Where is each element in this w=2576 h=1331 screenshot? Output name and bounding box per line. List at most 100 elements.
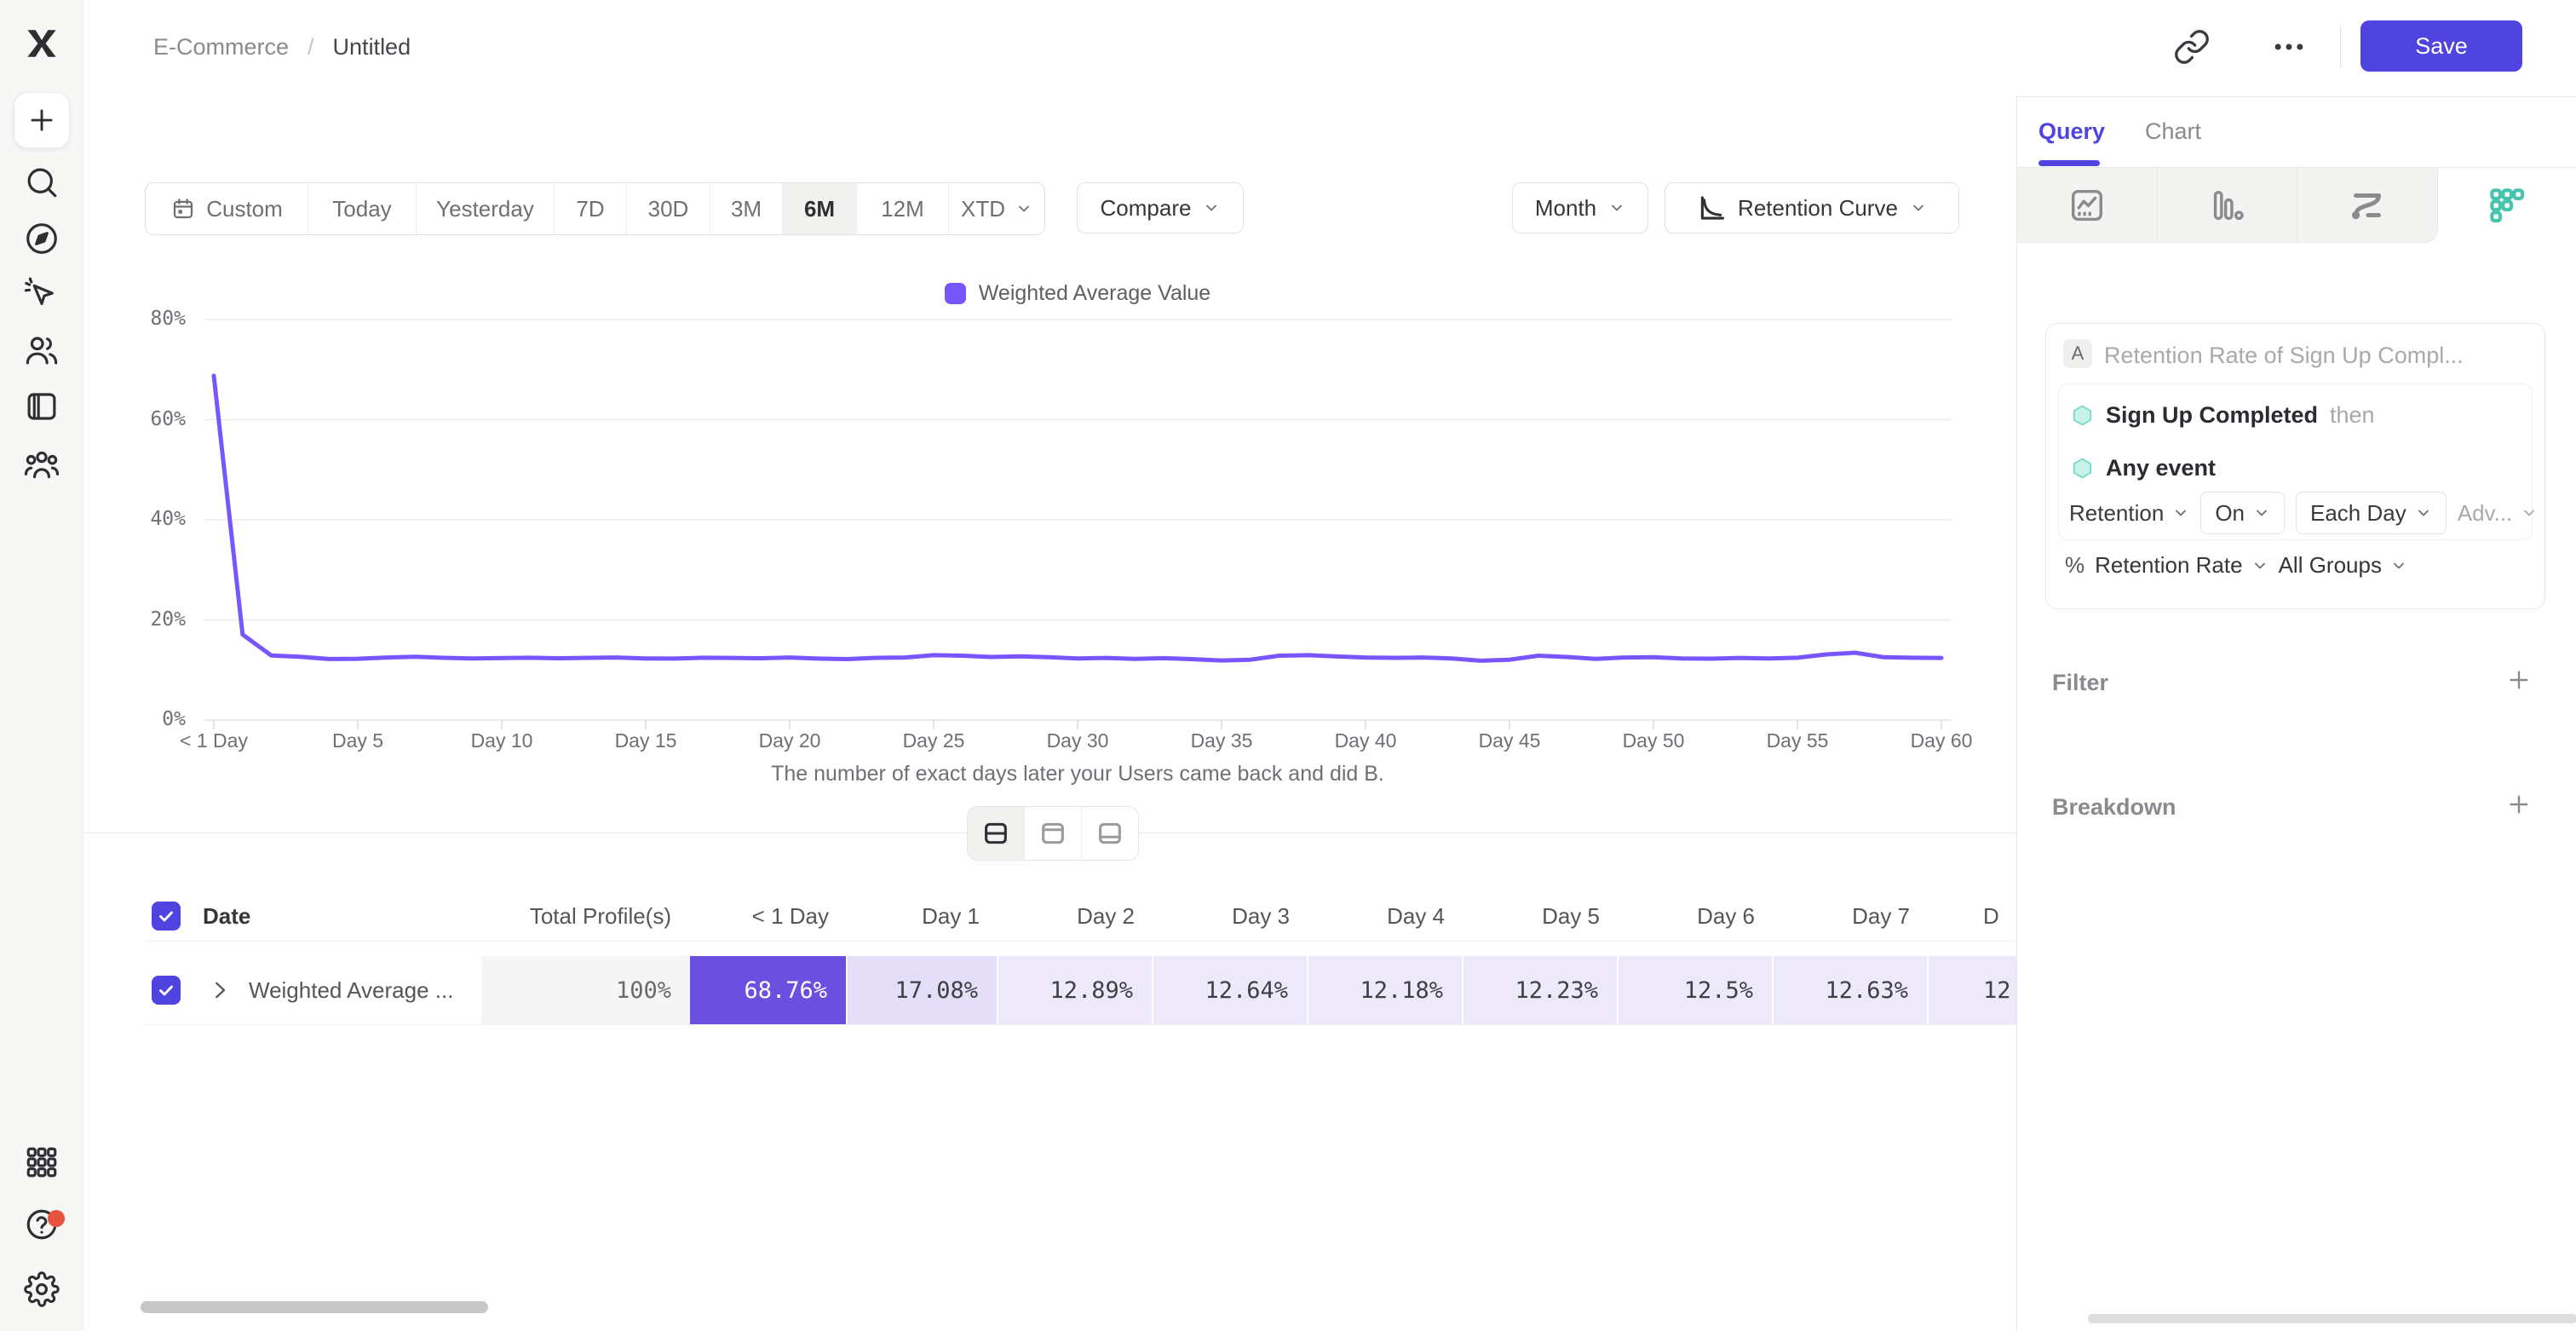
- table-cell[interactable]: 100%: [481, 956, 690, 1024]
- panel-tab-bar: Query Chart: [2017, 97, 2576, 168]
- dropdown-label: Retention: [2069, 499, 2165, 526]
- range-label: 3M: [730, 195, 762, 222]
- range-button-30d[interactable]: 30D: [627, 183, 710, 234]
- breadcrumb-project[interactable]: E-Commerce: [153, 34, 290, 60]
- filter-section-label: Filter: [2052, 670, 2109, 695]
- retention-icon: [2487, 186, 2527, 225]
- retention-dropdown[interactable]: Retention: [2069, 500, 2189, 527]
- table-cell[interactable]: 12.18%: [1308, 956, 1463, 1024]
- explore-compass-icon[interactable]: [24, 221, 60, 256]
- apps-grid-icon[interactable]: [24, 1144, 60, 1180]
- range-button-custom[interactable]: Custom: [146, 183, 308, 234]
- save-button[interactable]: Save: [2360, 20, 2522, 72]
- range-button-xtd[interactable]: XTD: [949, 183, 1044, 234]
- range-button-3m[interactable]: 3M: [710, 183, 783, 234]
- date-range-group: Custom Today Yesterday 7D 30D 3M 6M 12M XTD: [145, 182, 1045, 235]
- query-card: A Retention Rate of Sign Up Compl... Sig…: [2045, 323, 2545, 609]
- settings-gear-icon[interactable]: [24, 1271, 60, 1307]
- breadcrumb-separator: /: [308, 34, 314, 60]
- legend-swatch: [944, 283, 966, 304]
- add-breakdown-icon[interactable]: [2505, 791, 2533, 818]
- x-tick-label: < 1 Day: [180, 729, 248, 752]
- adv--dropdown[interactable]: Adv...: [2458, 500, 2539, 527]
- add-filter-icon[interactable]: [2505, 666, 2533, 694]
- copy-link-icon[interactable]: [2172, 27, 2211, 66]
- each-day-dropdown[interactable]: Each Day: [2296, 492, 2447, 534]
- create-button[interactable]: [14, 92, 70, 148]
- query-name-input[interactable]: Retention Rate of Sign Up Compl...: [2104, 343, 2464, 368]
- table-column-header: Day 7: [1852, 902, 1910, 929]
- range-label: Today: [332, 195, 392, 222]
- range-button-7d[interactable]: 7D: [555, 183, 627, 234]
- select-all-checkbox[interactable]: [152, 902, 181, 931]
- table-horizontal-scrollbar[interactable]: [141, 1301, 488, 1313]
- report-title[interactable]: Untitled: [332, 34, 411, 60]
- granularity-label: Month: [1534, 194, 1597, 221]
- left-sidebar: [0, 0, 83, 1331]
- table-column-header: Day 4: [1387, 902, 1445, 929]
- table-column-header: Total Profile(s): [529, 902, 671, 929]
- tab-chart[interactable]: Chart: [2145, 118, 2202, 144]
- table-column-header: Day 3: [1232, 902, 1290, 929]
- table-cell[interactable]: 12.23%: [1463, 956, 1619, 1024]
- table-cell[interactable]: 12.89%: [998, 956, 1153, 1024]
- legend-label: Weighted Average Value: [978, 281, 1211, 305]
- report-type-tabs: [2017, 168, 2576, 243]
- table-row-divider: [145, 1024, 2016, 1025]
- table-cell[interactable]: 17.08%: [848, 956, 998, 1024]
- active-tab-underline: [2038, 160, 2100, 166]
- panel-scrollbar[interactable]: [2088, 1314, 2576, 1323]
- retention-curve-icon: [1697, 193, 1726, 222]
- table-row-label[interactable]: Weighted Average ...: [249, 977, 454, 1003]
- report-tab-funnels[interactable]: [2157, 168, 2297, 243]
- cohorts-group-icon[interactable]: [24, 447, 60, 483]
- query-step-badge: A: [2063, 339, 2092, 368]
- events-pointer-icon[interactable]: [24, 276, 60, 312]
- event-step-2[interactable]: Any event: [2071, 451, 2216, 485]
- x-tick-label: Day 5: [331, 729, 384, 752]
- search-icon[interactable]: [24, 164, 60, 200]
- table-column-header: Day 6: [1697, 902, 1755, 929]
- layout-table-top-button[interactable]: [1025, 807, 1082, 860]
- x-tick-label: Day 40: [1334, 729, 1397, 752]
- range-button-yesterday[interactable]: Yesterday: [417, 183, 555, 234]
- on-dropdown[interactable]: On: [2200, 492, 2285, 534]
- help-notification-dot: [48, 1210, 65, 1227]
- step-suffix: then: [2330, 401, 2375, 428]
- table-cell[interactable]: 12.64%: [1153, 956, 1308, 1024]
- groups-dropdown[interactable]: All Groups: [2279, 552, 2407, 579]
- tab-query[interactable]: Query: [2038, 118, 2106, 144]
- table-cell[interactable]: 12.63%: [1774, 956, 1929, 1024]
- mixpanel-logo-icon: [24, 26, 60, 61]
- x-tick-label: Day 50: [1622, 729, 1685, 752]
- boards-icon[interactable]: [24, 389, 60, 424]
- chart-type-dropdown[interactable]: Retention Curve: [1665, 182, 1959, 233]
- row-checkbox[interactable]: [152, 976, 181, 1005]
- layout-table-bottom-button[interactable]: [1082, 807, 1138, 860]
- metric-dropdown[interactable]: Retention Rate: [2095, 552, 2268, 579]
- report-tab-retention[interactable]: [2437, 168, 2576, 243]
- range-label: Custom: [206, 195, 283, 222]
- chart-legend[interactable]: Weighted Average Value: [204, 281, 1951, 306]
- x-tick-label: Day 45: [1478, 729, 1541, 752]
- range-button-6m[interactable]: 6M: [783, 183, 857, 234]
- range-label: 12M: [881, 195, 924, 222]
- event-step-1[interactable]: Sign Up Completed then: [2071, 398, 2375, 432]
- users-icon[interactable]: [24, 332, 60, 368]
- report-tab-flows[interactable]: [2297, 168, 2438, 243]
- layout-split-button[interactable]: [968, 807, 1025, 860]
- y-tick-label: 40%: [150, 508, 186, 530]
- range-button-12m[interactable]: 12M: [857, 183, 949, 234]
- more-options-icon[interactable]: [2269, 27, 2309, 66]
- metric-label: Retention Rate: [2095, 552, 2243, 578]
- row-expand-chevron-icon[interactable]: [207, 977, 233, 1003]
- table-column-header: Day 2: [1077, 902, 1135, 929]
- compare-button[interactable]: Compare: [1077, 182, 1244, 233]
- report-tab-insights[interactable]: [2017, 168, 2158, 243]
- table-column-header: Day 1: [922, 902, 980, 929]
- granularity-dropdown[interactable]: Month: [1512, 182, 1648, 233]
- table-cell[interactable]: 68.76%: [690, 956, 848, 1024]
- table-cell[interactable]: 12.5%: [1619, 956, 1774, 1024]
- measure-row: % Retention Rate All Groups: [2065, 552, 2407, 579]
- range-button-today[interactable]: Today: [308, 183, 417, 234]
